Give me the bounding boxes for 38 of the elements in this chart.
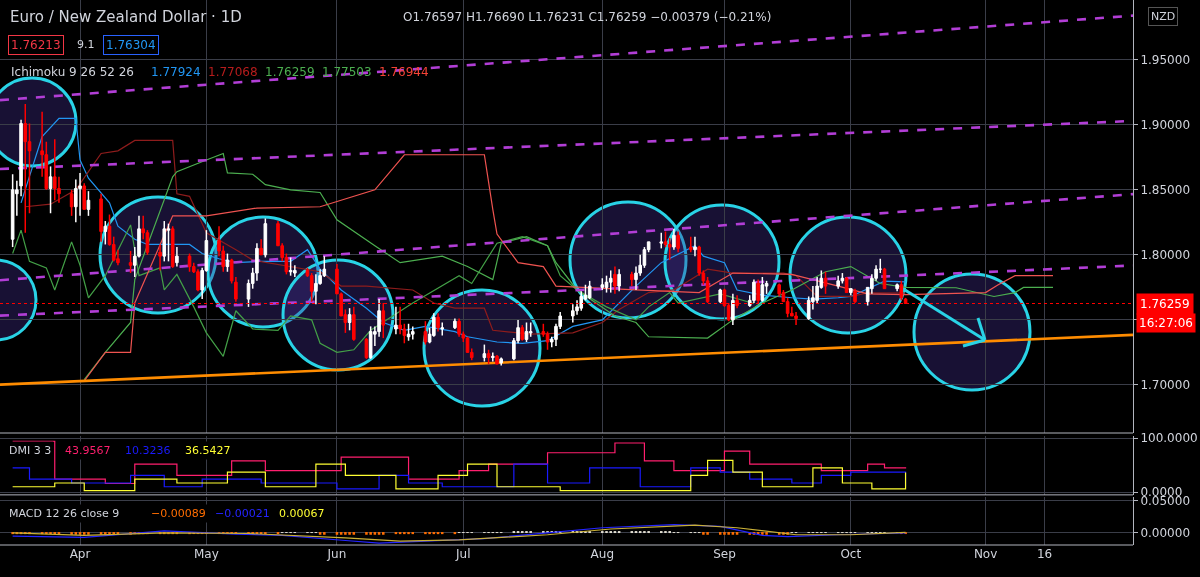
- text: Euro / New Zealand Dollar · 1D: [10, 8, 242, 27]
- annotation: 1.77924: [151, 65, 201, 79]
- y-tick-label: 1.70000: [1140, 378, 1191, 393]
- text: NZD: [1151, 10, 1176, 23]
- annotation: MACD 12 26 close 9: [9, 507, 120, 520]
- x-tick-label: 16: [1036, 547, 1053, 561]
- y-tick-label: 1.90000: [1140, 118, 1191, 133]
- y-tick-label: 1.80000: [1140, 248, 1191, 263]
- annotation: O1.76597 H1.76690 L1.76231 C1.76259 −0.00379 (−0.21%): [403, 10, 772, 24]
- annotation: DMI 3 3: [9, 444, 52, 457]
- annotation: 36.5427: [185, 444, 231, 457]
- y-tick-label: 1.95000: [1140, 53, 1191, 68]
- x-tick-label: Jun: [326, 547, 347, 561]
- x-tick-label: Apr: [69, 547, 91, 561]
- x-tick-label: Nov: [973, 547, 998, 561]
- annotation: 0.00067: [279, 507, 325, 520]
- annotation: 1.77503: [322, 65, 372, 79]
- annotation: 10.3236: [125, 444, 171, 457]
- annotation: −0.00021: [215, 507, 270, 520]
- x-tick-label: Jul: [455, 547, 471, 561]
- x-tick-label: Aug: [590, 547, 615, 561]
- annotation: −0.00089: [151, 507, 206, 520]
- annotation: 1.76259: [265, 65, 315, 79]
- annotation: Ichimoku 9 26 52 26: [11, 65, 134, 79]
- ref-line-label: 1.76259: [1140, 297, 1190, 311]
- text: 16:27:06: [1139, 316, 1193, 330]
- annotation: 1.76304: [106, 38, 156, 52]
- annotation: 1.76213: [11, 38, 61, 52]
- y-tick-label: 0.00000: [1140, 526, 1191, 541]
- annotation: 43.9567: [65, 444, 111, 457]
- annotation: 9.1: [77, 38, 95, 51]
- y-tick-label: 100.0000: [1140, 431, 1198, 446]
- annotation: 1.76944: [379, 65, 429, 79]
- x-tick-label: May: [193, 547, 219, 561]
- annotation: 1.77068: [208, 65, 258, 79]
- y-tick-label: 1.85000: [1140, 183, 1191, 198]
- x-tick-label: Oct: [840, 547, 862, 561]
- x-tick-label: Sep: [713, 547, 736, 561]
